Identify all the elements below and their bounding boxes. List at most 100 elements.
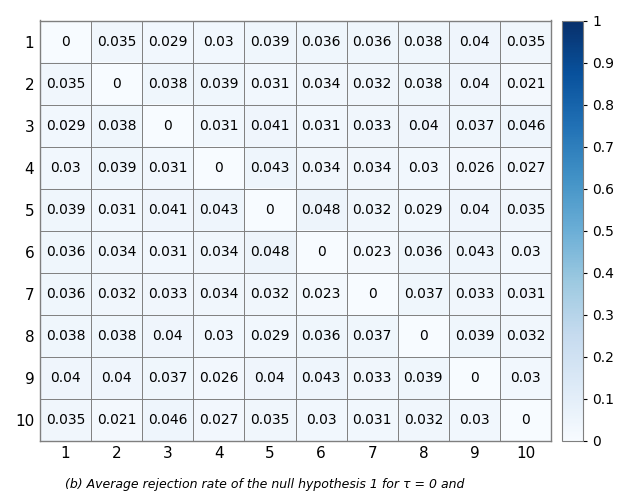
- Text: 0.031: 0.031: [250, 76, 290, 90]
- Text: 0.038: 0.038: [148, 76, 187, 90]
- Text: 0.032: 0.032: [506, 328, 546, 343]
- Text: 0.034: 0.034: [199, 287, 239, 301]
- Text: 0.032: 0.032: [404, 413, 443, 427]
- Text: 0.03: 0.03: [459, 413, 490, 427]
- Text: 0.03: 0.03: [50, 161, 81, 175]
- Text: 0.035: 0.035: [46, 413, 85, 427]
- Text: 0.04: 0.04: [459, 35, 490, 49]
- Text: 0.036: 0.036: [301, 328, 341, 343]
- Text: 0.039: 0.039: [404, 371, 443, 384]
- Text: 0.04: 0.04: [459, 76, 490, 90]
- Text: 0.046: 0.046: [148, 413, 187, 427]
- Text: 0.032: 0.032: [97, 287, 136, 301]
- Text: 0.029: 0.029: [250, 328, 290, 343]
- Text: 0.043: 0.043: [250, 161, 290, 175]
- Text: 0.037: 0.037: [404, 287, 443, 301]
- Text: 0: 0: [521, 413, 530, 427]
- Text: 0.036: 0.036: [404, 245, 443, 258]
- Text: 0.033: 0.033: [148, 287, 187, 301]
- Text: 0.035: 0.035: [506, 35, 546, 49]
- Text: 0.036: 0.036: [45, 287, 85, 301]
- Text: 0: 0: [419, 328, 428, 343]
- Text: 0.038: 0.038: [97, 328, 136, 343]
- Text: 0.037: 0.037: [353, 328, 392, 343]
- Text: 0.033: 0.033: [353, 371, 392, 384]
- Text: 0.032: 0.032: [250, 287, 290, 301]
- Text: 0.031: 0.031: [506, 287, 546, 301]
- Text: 0.036: 0.036: [45, 245, 85, 258]
- Text: 0: 0: [266, 202, 274, 217]
- Text: 0.038: 0.038: [45, 328, 85, 343]
- Text: 0.026: 0.026: [455, 161, 495, 175]
- Text: 0.041: 0.041: [148, 202, 187, 217]
- Text: 0.031: 0.031: [199, 119, 239, 132]
- Text: 0.034: 0.034: [199, 245, 239, 258]
- Text: 0: 0: [214, 161, 223, 175]
- Text: 0.03: 0.03: [510, 371, 541, 384]
- Text: 0.033: 0.033: [455, 287, 494, 301]
- Text: 0.029: 0.029: [148, 35, 187, 49]
- Text: 0.034: 0.034: [301, 161, 341, 175]
- Text: 0.039: 0.039: [97, 161, 136, 175]
- Text: 0.029: 0.029: [404, 202, 443, 217]
- Text: 0: 0: [163, 119, 172, 132]
- Text: 0: 0: [61, 35, 70, 49]
- Text: 0.04: 0.04: [408, 119, 438, 132]
- Text: 0.027: 0.027: [199, 413, 239, 427]
- Text: 0.043: 0.043: [301, 371, 341, 384]
- Text: 0.026: 0.026: [199, 371, 239, 384]
- Text: 0.034: 0.034: [353, 161, 392, 175]
- Text: 0.038: 0.038: [404, 76, 443, 90]
- Text: 0.031: 0.031: [301, 119, 341, 132]
- Text: 0.035: 0.035: [46, 76, 85, 90]
- Text: 0.043: 0.043: [199, 202, 239, 217]
- Text: 0.038: 0.038: [97, 119, 136, 132]
- Text: 0.023: 0.023: [301, 287, 341, 301]
- Text: 0.021: 0.021: [506, 76, 546, 90]
- Text: 0.037: 0.037: [455, 119, 494, 132]
- Text: 0.039: 0.039: [45, 202, 85, 217]
- Text: 0: 0: [317, 245, 326, 258]
- Text: 0: 0: [112, 76, 121, 90]
- Text: 0.031: 0.031: [97, 202, 136, 217]
- Text: 0.03: 0.03: [203, 328, 234, 343]
- Text: 0.021: 0.021: [97, 413, 136, 427]
- Text: 0.031: 0.031: [148, 161, 187, 175]
- Text: 0.037: 0.037: [148, 371, 187, 384]
- Text: 0.03: 0.03: [203, 35, 234, 49]
- Text: 0.039: 0.039: [199, 76, 239, 90]
- Text: 0.036: 0.036: [301, 35, 341, 49]
- Text: 0.041: 0.041: [250, 119, 290, 132]
- Text: 0.046: 0.046: [506, 119, 546, 132]
- Text: 0.04: 0.04: [152, 328, 183, 343]
- Text: 0.031: 0.031: [352, 413, 392, 427]
- Text: 0.048: 0.048: [301, 202, 341, 217]
- Text: 0.039: 0.039: [250, 35, 290, 49]
- Text: 0: 0: [470, 371, 479, 384]
- Text: 0.023: 0.023: [353, 245, 392, 258]
- Text: 0.04: 0.04: [459, 202, 490, 217]
- Text: (b) Average rejection rate of the null hypothesis 1 for τ = 0 and: (b) Average rejection rate of the null h…: [65, 478, 464, 491]
- Text: 0.027: 0.027: [506, 161, 546, 175]
- Text: 0.03: 0.03: [306, 413, 336, 427]
- Text: 0.03: 0.03: [408, 161, 438, 175]
- Text: 0.032: 0.032: [353, 202, 392, 217]
- Text: 0.034: 0.034: [97, 245, 136, 258]
- Text: 0: 0: [368, 287, 377, 301]
- Text: 0.032: 0.032: [353, 76, 392, 90]
- Text: 0.048: 0.048: [250, 245, 290, 258]
- Text: 0.04: 0.04: [50, 371, 81, 384]
- Text: 0.04: 0.04: [101, 371, 132, 384]
- Text: 0.031: 0.031: [148, 245, 187, 258]
- Text: 0.04: 0.04: [255, 371, 285, 384]
- Text: 0.035: 0.035: [250, 413, 290, 427]
- Text: 0.043: 0.043: [455, 245, 494, 258]
- Text: 0.029: 0.029: [45, 119, 85, 132]
- Text: 0.03: 0.03: [510, 245, 541, 258]
- Text: 0.034: 0.034: [301, 76, 341, 90]
- Text: 0.039: 0.039: [455, 328, 495, 343]
- Text: 0.033: 0.033: [353, 119, 392, 132]
- Text: 0.035: 0.035: [506, 202, 546, 217]
- Text: 0.036: 0.036: [352, 35, 392, 49]
- Text: 0.038: 0.038: [404, 35, 443, 49]
